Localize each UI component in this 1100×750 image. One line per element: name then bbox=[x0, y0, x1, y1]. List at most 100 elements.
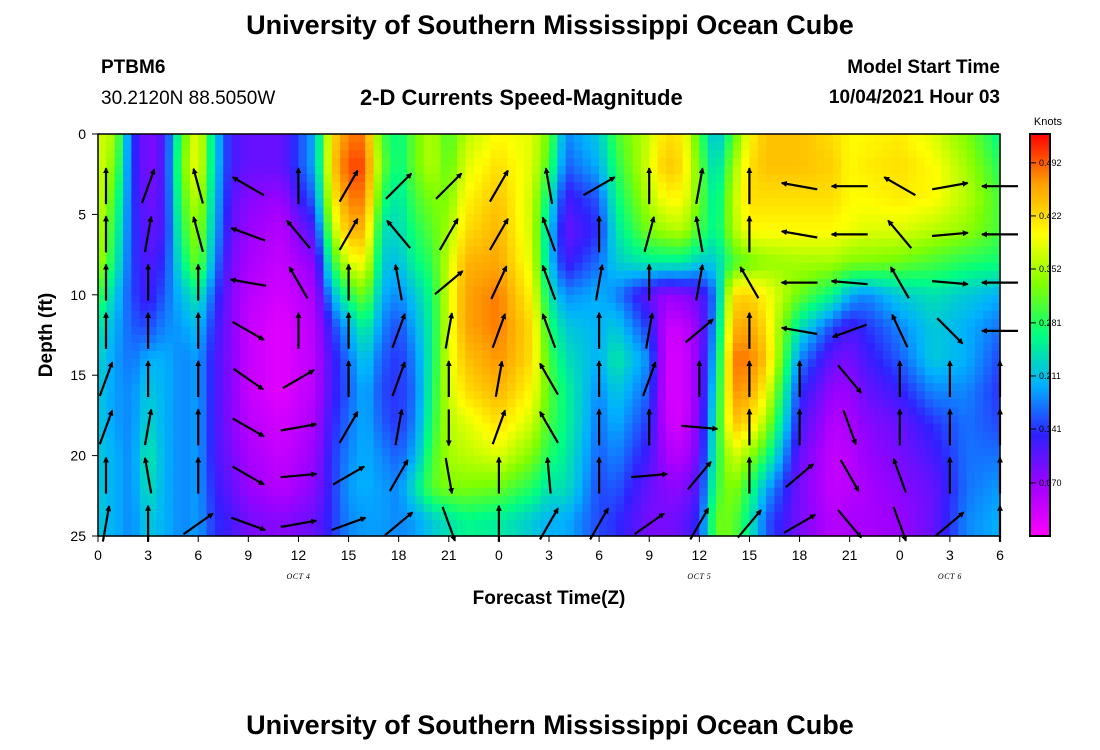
heatmap-cell bbox=[415, 391, 425, 400]
heatmap-cell bbox=[381, 415, 391, 425]
heatmap-cell bbox=[891, 190, 901, 199]
heatmap-cell bbox=[298, 447, 308, 457]
heatmap-cell bbox=[665, 415, 675, 425]
heatmap-cell bbox=[415, 190, 425, 199]
heatmap-cell bbox=[398, 326, 408, 336]
heatmap-cell bbox=[482, 286, 492, 296]
heatmap-cell bbox=[106, 262, 116, 272]
heatmap-cell bbox=[482, 383, 492, 392]
heatmap-cell bbox=[490, 343, 500, 352]
heatmap-cell bbox=[407, 318, 416, 328]
heatmap-cell bbox=[574, 310, 584, 320]
heatmap-cell bbox=[189, 142, 199, 151]
heatmap-cell bbox=[139, 262, 149, 272]
heatmap-cell bbox=[707, 343, 717, 352]
heatmap-cell bbox=[173, 198, 183, 207]
heatmap-cell bbox=[599, 359, 609, 368]
heatmap-cell bbox=[407, 391, 416, 400]
heatmap-cell bbox=[181, 343, 191, 352]
heatmap-cell bbox=[599, 222, 609, 232]
heatmap-cell bbox=[565, 238, 575, 248]
heatmap-cell bbox=[298, 383, 308, 392]
heatmap-cell bbox=[615, 503, 625, 513]
heatmap-cell bbox=[657, 519, 667, 529]
heatmap-cell bbox=[214, 351, 224, 360]
heatmap-cell bbox=[657, 391, 667, 400]
heatmap-cell bbox=[507, 190, 517, 199]
heatmap-cell bbox=[415, 326, 425, 336]
heatmap-cell bbox=[156, 423, 166, 433]
heatmap-cell bbox=[607, 150, 617, 159]
heatmap-cell bbox=[173, 246, 183, 256]
heatmap-cell bbox=[782, 134, 792, 143]
heatmap-cell bbox=[924, 423, 934, 433]
heatmap-cell bbox=[523, 335, 533, 344]
heatmap-cell bbox=[690, 190, 700, 199]
heatmap-cell bbox=[540, 463, 550, 473]
heatmap-cell bbox=[841, 527, 851, 537]
heatmap-cell bbox=[799, 391, 809, 400]
heatmap-cell bbox=[390, 351, 400, 360]
heatmap-cell bbox=[891, 359, 901, 368]
heatmap-cell bbox=[632, 230, 642, 240]
heatmap-cell bbox=[440, 383, 450, 392]
heatmap-cell bbox=[173, 310, 183, 320]
heatmap-cell bbox=[682, 407, 692, 416]
heatmap-cell bbox=[131, 222, 141, 232]
heatmap-cell bbox=[640, 166, 650, 175]
heatmap-cell bbox=[791, 407, 801, 416]
heatmap-cell bbox=[407, 431, 416, 441]
heatmap-cell bbox=[574, 487, 584, 497]
heatmap-cell bbox=[523, 262, 533, 272]
heatmap-cell bbox=[916, 190, 926, 199]
heatmap-cell bbox=[916, 318, 926, 328]
heatmap-cell bbox=[415, 367, 425, 376]
heatmap-cell bbox=[231, 254, 241, 264]
heatmap-cell bbox=[640, 254, 650, 264]
heatmap-cell bbox=[139, 487, 149, 497]
heatmap-cell bbox=[565, 230, 575, 240]
heatmap-cell bbox=[899, 246, 909, 256]
heatmap-cell bbox=[173, 286, 183, 296]
heatmap-cell bbox=[707, 487, 717, 497]
heatmap-cell bbox=[632, 262, 642, 272]
heatmap-cell bbox=[123, 383, 133, 392]
heatmap-cell bbox=[356, 479, 366, 489]
heatmap-cell bbox=[373, 182, 383, 191]
heatmap-cell bbox=[223, 359, 233, 368]
heatmap-cell bbox=[306, 351, 316, 360]
heatmap-cell bbox=[782, 479, 792, 489]
heatmap-cell bbox=[841, 198, 851, 207]
heatmap-cell bbox=[198, 254, 208, 264]
heatmap-cell bbox=[549, 326, 558, 336]
heatmap-cell bbox=[766, 415, 776, 425]
heatmap-cell bbox=[824, 238, 834, 248]
heatmap-cell bbox=[716, 503, 725, 513]
heatmap-cell bbox=[523, 383, 533, 392]
heatmap-cell bbox=[724, 278, 734, 288]
heatmap-cell bbox=[899, 359, 909, 368]
heatmap-cell bbox=[114, 294, 124, 304]
heatmap-cell bbox=[599, 206, 609, 215]
heatmap-cell bbox=[198, 214, 208, 224]
heatmap-cell bbox=[498, 190, 508, 199]
heatmap-cell bbox=[607, 383, 617, 392]
heatmap-cell bbox=[381, 142, 391, 151]
heatmap-cell bbox=[816, 343, 826, 352]
heatmap-cell bbox=[599, 415, 609, 425]
heatmap-cell bbox=[791, 174, 801, 183]
heatmap-cell bbox=[331, 335, 341, 344]
heatmap-cell bbox=[807, 318, 817, 328]
heatmap-cell bbox=[757, 150, 767, 159]
heatmap-cell bbox=[582, 399, 592, 408]
heatmap-cell bbox=[749, 367, 759, 376]
heatmap-cell bbox=[724, 302, 734, 312]
heatmap-cell bbox=[791, 198, 801, 207]
heatmap-cell bbox=[340, 174, 350, 183]
heatmap-cell bbox=[557, 463, 567, 473]
heatmap-cell bbox=[624, 511, 634, 521]
heatmap-cell bbox=[206, 166, 216, 175]
heatmap-cell bbox=[649, 431, 659, 441]
heatmap-cell bbox=[173, 318, 183, 328]
